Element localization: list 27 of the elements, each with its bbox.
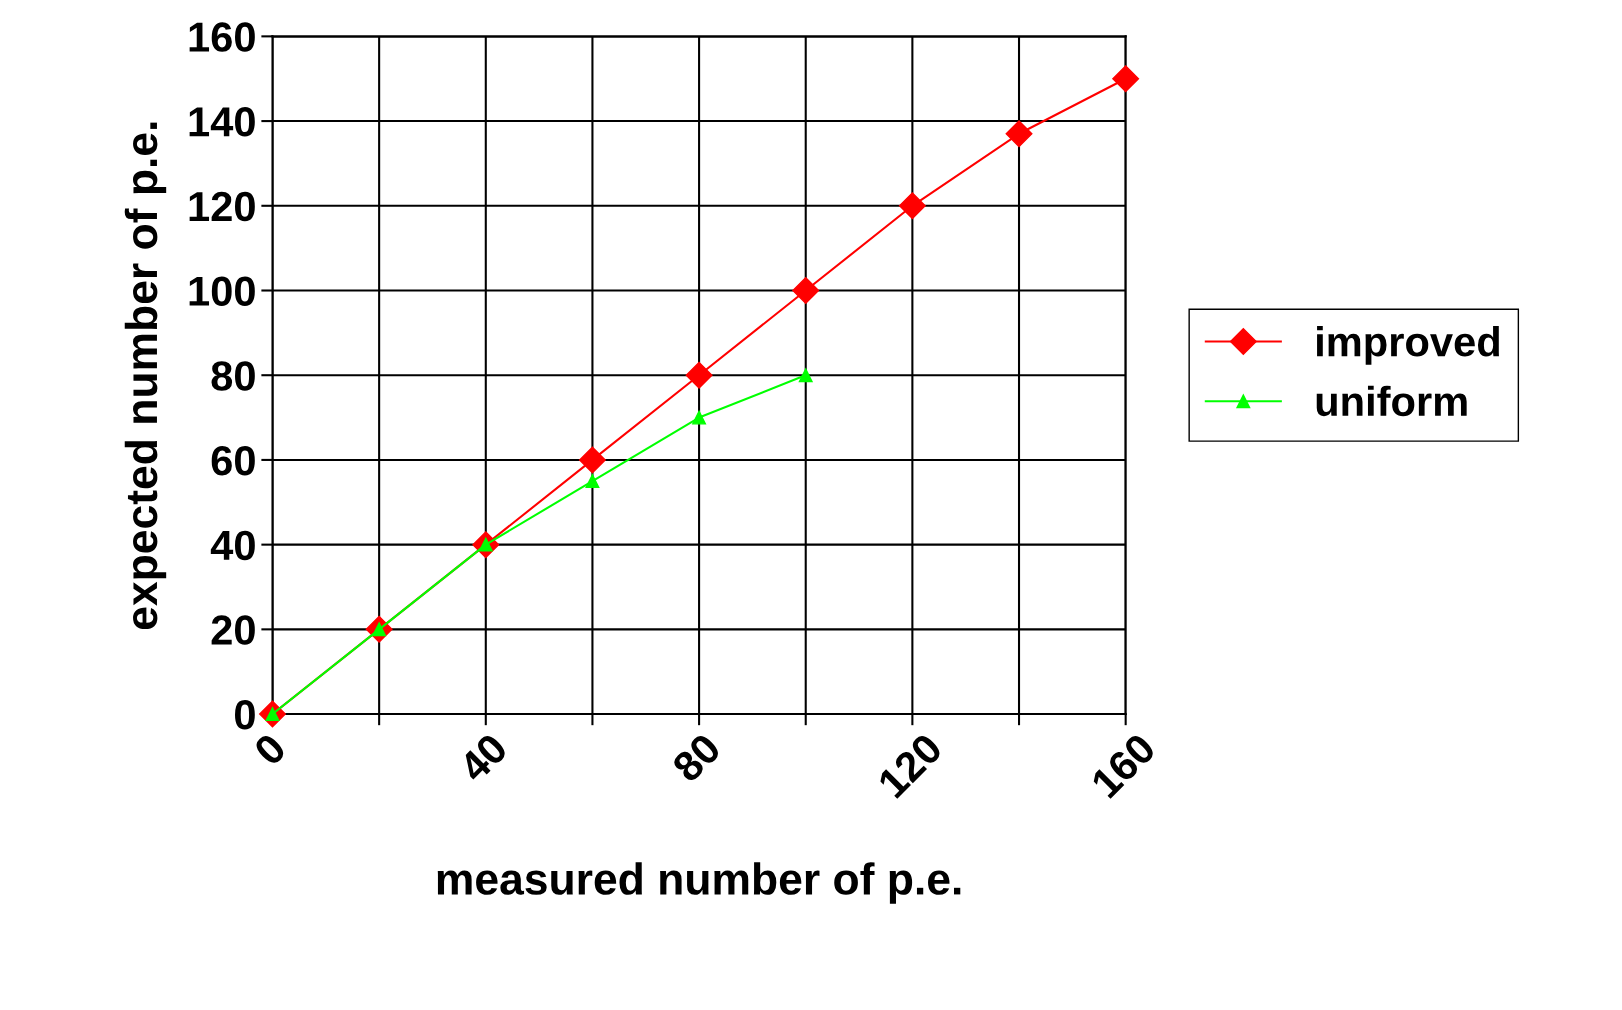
y-axis-title: expected number of p.e.: [124, 122, 167, 630]
x-tick-label: 80: [670, 732, 723, 784]
y-tick-label: 100: [189, 276, 255, 307]
y-tick-label: 40: [210, 530, 255, 561]
point: [1112, 65, 1140, 93]
x-axis-title: measured number of p.e.: [437, 862, 961, 904]
point: [685, 361, 713, 389]
point: [798, 368, 813, 383]
y-tick-label: 80: [211, 361, 255, 391]
x-tick-label: 0: [252, 732, 288, 767]
legend-label: uniform: [1316, 385, 1467, 417]
point: [898, 192, 926, 220]
point: [1005, 120, 1033, 148]
y-tick-label: 0: [235, 700, 255, 730]
x-tick-label: 160: [1089, 732, 1157, 799]
legend-label: improved: [1317, 325, 1499, 365]
point: [585, 474, 600, 489]
y-tick-label: 60: [211, 445, 255, 476]
point: [578, 446, 606, 474]
y-tick-label: 120: [189, 191, 255, 222]
y-tick-label: 160: [189, 22, 255, 52]
point: [792, 277, 820, 304]
y-tick-label: 20: [211, 615, 255, 645]
x-tick-label: 40: [456, 732, 509, 785]
y-tick-label: 140: [189, 107, 255, 137]
point: [692, 410, 707, 425]
x-tick-label: 120: [876, 732, 944, 799]
